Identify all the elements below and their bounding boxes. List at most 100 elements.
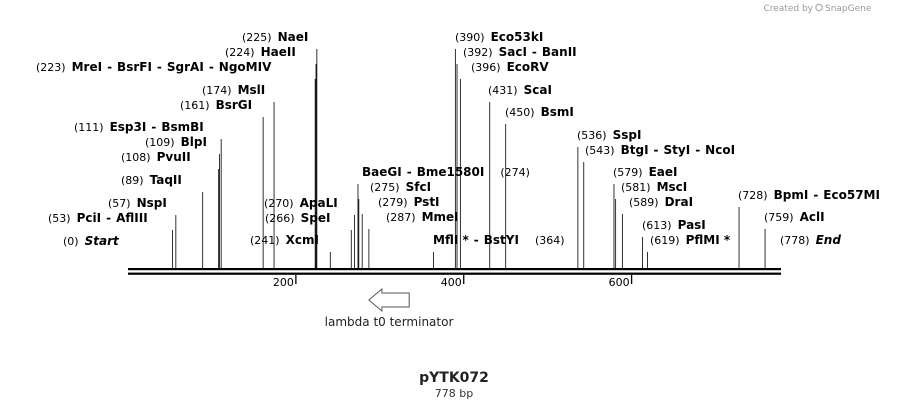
restriction-site[interactable]: (543) BtgI - StyI - NcoI [583, 143, 735, 268]
site-label[interactable]: (287) MmeI [386, 210, 459, 224]
restriction-site[interactable]: (450) BsmI [505, 105, 574, 268]
site-label[interactable]: (174) MslI [202, 83, 265, 97]
site-position: (543) [585, 144, 615, 157]
restriction-site[interactable]: (109) BlpI [145, 135, 220, 268]
site-label[interactable]: (543) BtgI - StyI - NcoI [585, 143, 735, 157]
site-position: (613) [642, 219, 672, 232]
enzyme-name: BsmI [541, 105, 574, 119]
site-label[interactable]: (89) TaqII [121, 173, 182, 187]
restriction-site[interactable]: (89) TaqII [121, 173, 204, 268]
site-label[interactable]: (619) PflMI * [650, 233, 731, 247]
restriction-site[interactable]: (581) MscI [615, 180, 688, 268]
site-label[interactable]: (392) SacI - BanII [463, 45, 577, 59]
restriction-site[interactable]: (778) End [780, 233, 841, 247]
restriction-site[interactable]: (270) ApaLI [264, 196, 356, 268]
restriction-site[interactable]: (392) SacI - BanII [456, 45, 577, 268]
site-label[interactable]: MflI * - BstYI (364) [433, 233, 565, 247]
enzyme-name: SspI [613, 128, 642, 142]
restriction-site[interactable]: (728) BpmI - Eco57MI [738, 188, 880, 268]
site-label[interactable]: (450) BsmI [505, 105, 574, 119]
site-label[interactable]: (390) Eco53kI [455, 30, 543, 44]
site-label[interactable]: (0) Start [63, 234, 120, 248]
restriction-site[interactable]: (613) PasI [642, 218, 706, 268]
restriction-site[interactable]: (266) SpeI [265, 211, 352, 268]
site-position: (89) [121, 174, 144, 187]
restriction-site[interactable]: (759) AclI [764, 210, 825, 268]
enzyme-name: PvuII [157, 150, 191, 164]
restriction-site[interactable]: BaeGI - Bme1580I (274) [357, 165, 530, 268]
restriction-site[interactable]: (287) MmeI [368, 210, 459, 268]
site-label[interactable]: (589) DraI [629, 195, 693, 209]
site-label[interactable]: BaeGI - Bme1580I (274) [362, 165, 530, 179]
restriction-site[interactable]: (619) PflMI * [647, 233, 731, 268]
site-label[interactable]: (224) HaeII [225, 45, 296, 59]
restriction-site[interactable]: (174) MslI [202, 83, 275, 268]
enzyme-name: Esp3I [110, 120, 147, 134]
site-label[interactable]: (111) Esp3I - BsmBI [74, 120, 204, 134]
site-separator: - [654, 143, 659, 157]
restriction-site[interactable]: (111) Esp3I - BsmBI [74, 120, 222, 268]
site-label[interactable]: (778) End [780, 233, 841, 247]
restriction-site[interactable]: (589) DraI [621, 195, 693, 268]
restriction-site[interactable]: (279) PstI [361, 195, 440, 268]
site-label[interactable]: (396) EcoRV [471, 60, 549, 74]
restriction-site[interactable]: (0) Start [63, 234, 120, 248]
restriction-site[interactable]: (161) BsrGI [180, 98, 264, 268]
site-label[interactable]: (223) MreI - BsrFI - SgrAI - NgoMIV [36, 60, 272, 74]
scale-tick-label: 400 [441, 276, 462, 289]
enzyme-name: BanII [542, 45, 577, 59]
restriction-site[interactable]: (390) Eco53kI [454, 30, 543, 268]
restriction-site[interactable]: (275) SfcI [358, 180, 431, 268]
site-label[interactable]: (759) AclI [764, 210, 825, 224]
site-label[interactable]: (279) PstI [378, 195, 440, 209]
site-label[interactable]: (579) EaeI [613, 165, 678, 179]
restriction-site[interactable]: (108) PvuII [121, 150, 220, 268]
site-position: (364) [535, 234, 565, 247]
enzyme-name: SacI [499, 45, 527, 59]
backbone-bottom-strand [128, 272, 781, 275]
site-label[interactable]: (581) MscI [621, 180, 687, 194]
restriction-site[interactable]: MflI * - BstYI (364) [433, 233, 565, 268]
site-label[interactable]: (161) BsrGI [180, 98, 252, 112]
enzyme-name: BpmI [774, 188, 809, 202]
restriction-site[interactable]: (223) MreI - BsrFI - SgrAI - NgoMIV [36, 60, 316, 268]
restriction-site[interactable]: (396) EcoRV [459, 60, 549, 268]
site-label[interactable]: (109) BlpI [145, 135, 207, 149]
restriction-site[interactable]: (224) HaeII [225, 45, 317, 268]
site-label[interactable]: (728) BpmI - Eco57MI [738, 188, 880, 202]
site-label[interactable]: (53) PciI - AflIII [48, 211, 148, 225]
site-label[interactable]: (613) PasI [642, 218, 706, 232]
enzyme-name: MflI * [433, 233, 469, 247]
enzyme-name: HaeII [261, 45, 296, 59]
site-position: (396) [471, 61, 501, 74]
enzyme-name: BaeGI [362, 165, 402, 179]
enzyme-name: Start [85, 234, 120, 248]
site-position: (274) [500, 166, 530, 179]
site-position: (270) [264, 197, 294, 210]
restriction-site[interactable]: (241) XcmI [250, 233, 331, 268]
enzyme-name: Eco53kI [491, 30, 544, 44]
sequence-backbone[interactable] [128, 268, 781, 275]
site-position: (778) [780, 234, 810, 247]
site-label[interactable]: (241) XcmI [250, 233, 319, 247]
site-label[interactable]: (536) SspI [577, 128, 641, 142]
site-label[interactable]: (275) SfcI [370, 180, 431, 194]
site-label[interactable]: (108) PvuII [121, 150, 191, 164]
restriction-site[interactable]: (53) PciI - AflIII [48, 211, 173, 268]
enzyme-name: MreI [72, 60, 102, 74]
enzyme-name: NcoI [705, 143, 735, 157]
restriction-site[interactable]: (225) NaeI [242, 30, 318, 268]
site-position: (223) [36, 61, 66, 74]
restriction-site[interactable]: (431) ScaI [488, 83, 552, 268]
feature-arrow-lambda-t0-terminator[interactable] [368, 287, 410, 313]
site-label[interactable]: (266) SpeI [265, 211, 330, 225]
site-label[interactable]: (57) NspI [108, 196, 167, 210]
site-label[interactable]: (270) ApaLI [264, 196, 338, 210]
restriction-site[interactable]: (536) SspI [577, 128, 641, 268]
site-label[interactable]: (225) NaeI [242, 30, 308, 44]
site-label[interactable]: (431) ScaI [488, 83, 552, 97]
enzyme-name: BstYI [484, 233, 519, 247]
restriction-site[interactable]: (579) EaeI [613, 165, 678, 268]
restriction-site[interactable]: (57) NspI [108, 196, 177, 268]
